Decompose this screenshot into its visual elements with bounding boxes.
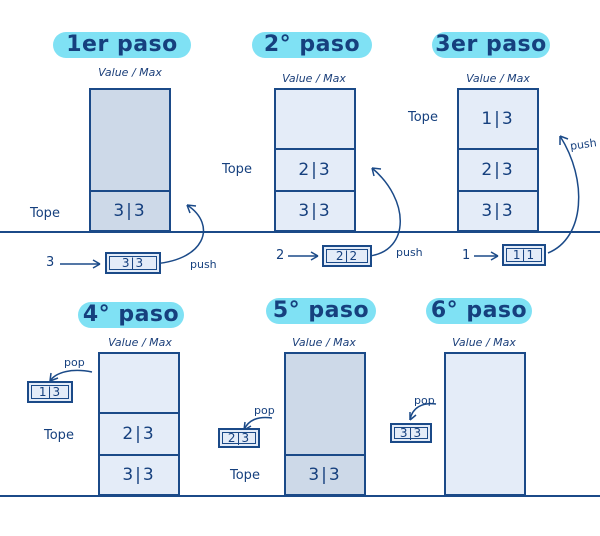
push-arrowhead-1 [186,204,197,214]
step-4-cell-1: 3|3 [98,454,180,496]
step-2-value-max-label: Value / Max [282,72,346,85]
step-1-stack: 3|3 [89,88,171,232]
step-3-value-max-label: Value / Max [466,72,530,85]
step-5-title: 5° paso [266,298,376,324]
push-arrowhead-2 [371,167,382,177]
step-5-pop-label: pop [254,404,275,417]
step-5-value-max-label: Value / Max [292,336,356,349]
step-4-tope-label: Tope [44,428,74,443]
step-2-pushed-number: 2 [276,248,285,263]
input-arrowhead-2 [310,251,319,261]
step-2-stack: 2|3 3|3 [274,88,356,232]
pop-arrow-4 [49,369,93,382]
step-1-value-max-label: Value / Max [98,66,162,79]
input-arrowhead-1 [92,259,101,269]
push-arrowhead-3 [559,135,569,145]
step-3-cell-2: 3|3 [457,190,539,232]
step-5-tope-label: Tope [230,468,260,483]
step-4-pop-label: pop [64,356,85,369]
step-2-op-box: 2|2 [322,245,372,267]
step-2-cell-1: 3|3 [274,190,356,232]
pop-arrow-5 [243,416,273,431]
step-5-op-box: 2|3 [218,428,260,448]
step-4-cell-top: 2|3 [98,412,180,456]
step-5-stack: 3|3 [284,352,366,496]
pop-arrowhead-4 [49,372,59,382]
step-3-cell-1: 2|3 [457,148,539,192]
step-6-title: 6° paso [426,298,532,324]
pop-arrowhead-6 [409,412,417,421]
step-1-pushed-number: 3 [46,255,55,270]
step-6-pop-label: pop [414,394,435,407]
push-arrow-2 [369,167,401,257]
step-4-op-box: 1|3 [27,381,73,403]
push-arrow-3 [547,135,580,254]
push-arrow-1 [149,204,205,265]
step-1-tope-label: Tope [30,206,60,221]
step-1-push-label: push [190,258,217,271]
step-1-cell-top: 3|3 [89,190,171,232]
step-3-stack: 1|3 2|3 3|3 [457,88,539,232]
step-6-op-box: 3|3 [390,423,432,443]
step-1-op-box: 3|3 [105,252,161,274]
step-4-value-max-label: Value / Max [108,336,172,349]
step-4-stack: 2|3 3|3 [98,352,180,496]
step-1-title: 1er paso [53,32,191,58]
step-2-push-label: push [396,246,423,259]
input-arrowhead-3 [490,251,499,261]
step-2-tope-label: Tope [222,162,252,177]
step-6-stack-empty [444,352,526,496]
step-2-title: 2° paso [252,32,372,58]
step-2-cell-top: 2|3 [274,148,356,192]
step-3-cell-top: 1|3 [457,88,539,150]
step-3-op-box: 1|1 [502,244,546,266]
step-3-pushed-number: 1 [462,248,471,263]
step-3-title: 3er paso [432,32,550,58]
step-3-tope-label: Tope [408,110,438,125]
step-6-value-max-label: Value / Max [452,336,516,349]
step-4-title: 4° paso [78,302,184,328]
step-5-cell-top: 3|3 [284,454,366,496]
